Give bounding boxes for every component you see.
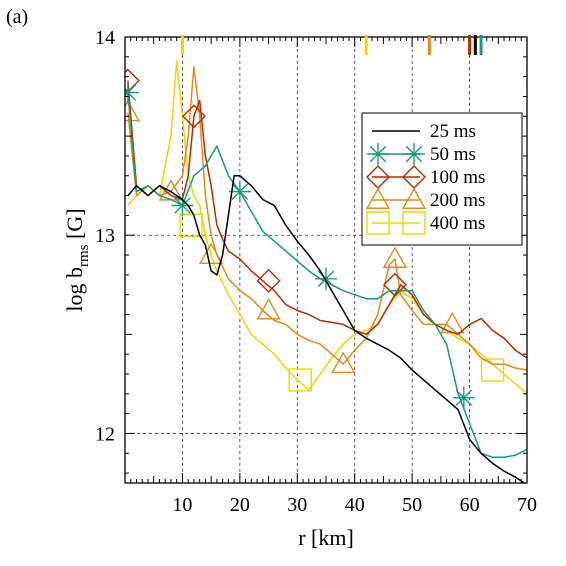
x-tick-labels: 10 20 30 40 50 60 70 bbox=[172, 494, 537, 516]
square-marker bbox=[480, 358, 505, 382]
star-stroke bbox=[231, 183, 249, 200]
legend-label: 100 ms bbox=[430, 167, 485, 188]
triangle-marker bbox=[401, 187, 427, 209]
diamond-marker bbox=[382, 272, 407, 297]
y-axis-label: log brms [G] bbox=[62, 208, 92, 311]
legend-entry: 400 ms bbox=[366, 211, 485, 235]
diamond-marker bbox=[181, 104, 206, 129]
triangle-marker bbox=[198, 242, 224, 264]
y-axis-label-unit: [G] bbox=[62, 208, 87, 244]
grid-lines bbox=[125, 37, 527, 483]
series-25-ms bbox=[127, 175, 526, 483]
triangle-marker bbox=[365, 187, 391, 209]
top-markers bbox=[180, 35, 483, 55]
x-tick-label: 40 bbox=[345, 494, 365, 516]
legend-label: 400 ms bbox=[430, 213, 485, 234]
star-stroke bbox=[174, 197, 191, 214]
star-marker bbox=[367, 143, 389, 165]
star-stroke bbox=[405, 145, 423, 163]
y-tick-label: 12 bbox=[95, 423, 115, 445]
panel-label: (a) bbox=[6, 6, 29, 28]
triangle-marker bbox=[125, 99, 141, 122]
square-marker bbox=[179, 213, 203, 238]
x-tick-label: 10 bbox=[172, 494, 192, 516]
x-tick-label: 60 bbox=[460, 494, 480, 516]
series-layer bbox=[125, 60, 527, 483]
square-marker bbox=[288, 368, 312, 392]
triangle-marker bbox=[331, 351, 356, 374]
legend-label: 200 ms bbox=[430, 190, 485, 211]
square-marker bbox=[366, 211, 390, 235]
x-axis-label: r [km] bbox=[298, 525, 354, 550]
legend-entry: 50 ms bbox=[367, 143, 476, 165]
series-line bbox=[127, 65, 527, 371]
triangle-marker bbox=[382, 246, 408, 268]
legend-entry: 200 ms bbox=[365, 187, 485, 211]
y-axis-label-main: log b bbox=[62, 267, 87, 312]
series-line bbox=[127, 60, 527, 395]
series-400-ms bbox=[127, 60, 527, 395]
star-marker bbox=[125, 81, 139, 104]
legend-entry: 25 ms bbox=[372, 121, 476, 142]
series-line bbox=[127, 80, 527, 359]
y-tick-label: 13 bbox=[95, 225, 115, 247]
star-stroke bbox=[125, 84, 137, 97]
y-tick-label: 14 bbox=[95, 27, 115, 49]
x-tick-label: 20 bbox=[230, 494, 250, 516]
x-tick-label: 30 bbox=[287, 494, 307, 516]
square-marker bbox=[402, 211, 426, 235]
series-line bbox=[127, 175, 526, 483]
star-stroke bbox=[369, 145, 387, 163]
legend-label: 25 ms bbox=[430, 121, 476, 142]
x-tick-label: 50 bbox=[402, 494, 422, 516]
star-marker bbox=[171, 194, 194, 217]
star-marker bbox=[403, 143, 425, 165]
legend-label: 50 ms bbox=[430, 144, 476, 165]
diamond-marker bbox=[256, 268, 281, 293]
x-tick-label: 70 bbox=[517, 494, 537, 516]
triangle-marker bbox=[256, 298, 281, 320]
series-200-ms bbox=[125, 65, 527, 374]
star-marker bbox=[315, 267, 337, 290]
star-marker bbox=[452, 386, 475, 409]
star-stroke bbox=[455, 389, 473, 407]
y-axis-label-subscript: rms bbox=[76, 244, 92, 267]
y-tick-labels: 12 13 14 bbox=[95, 27, 115, 445]
star-stroke bbox=[317, 270, 335, 288]
